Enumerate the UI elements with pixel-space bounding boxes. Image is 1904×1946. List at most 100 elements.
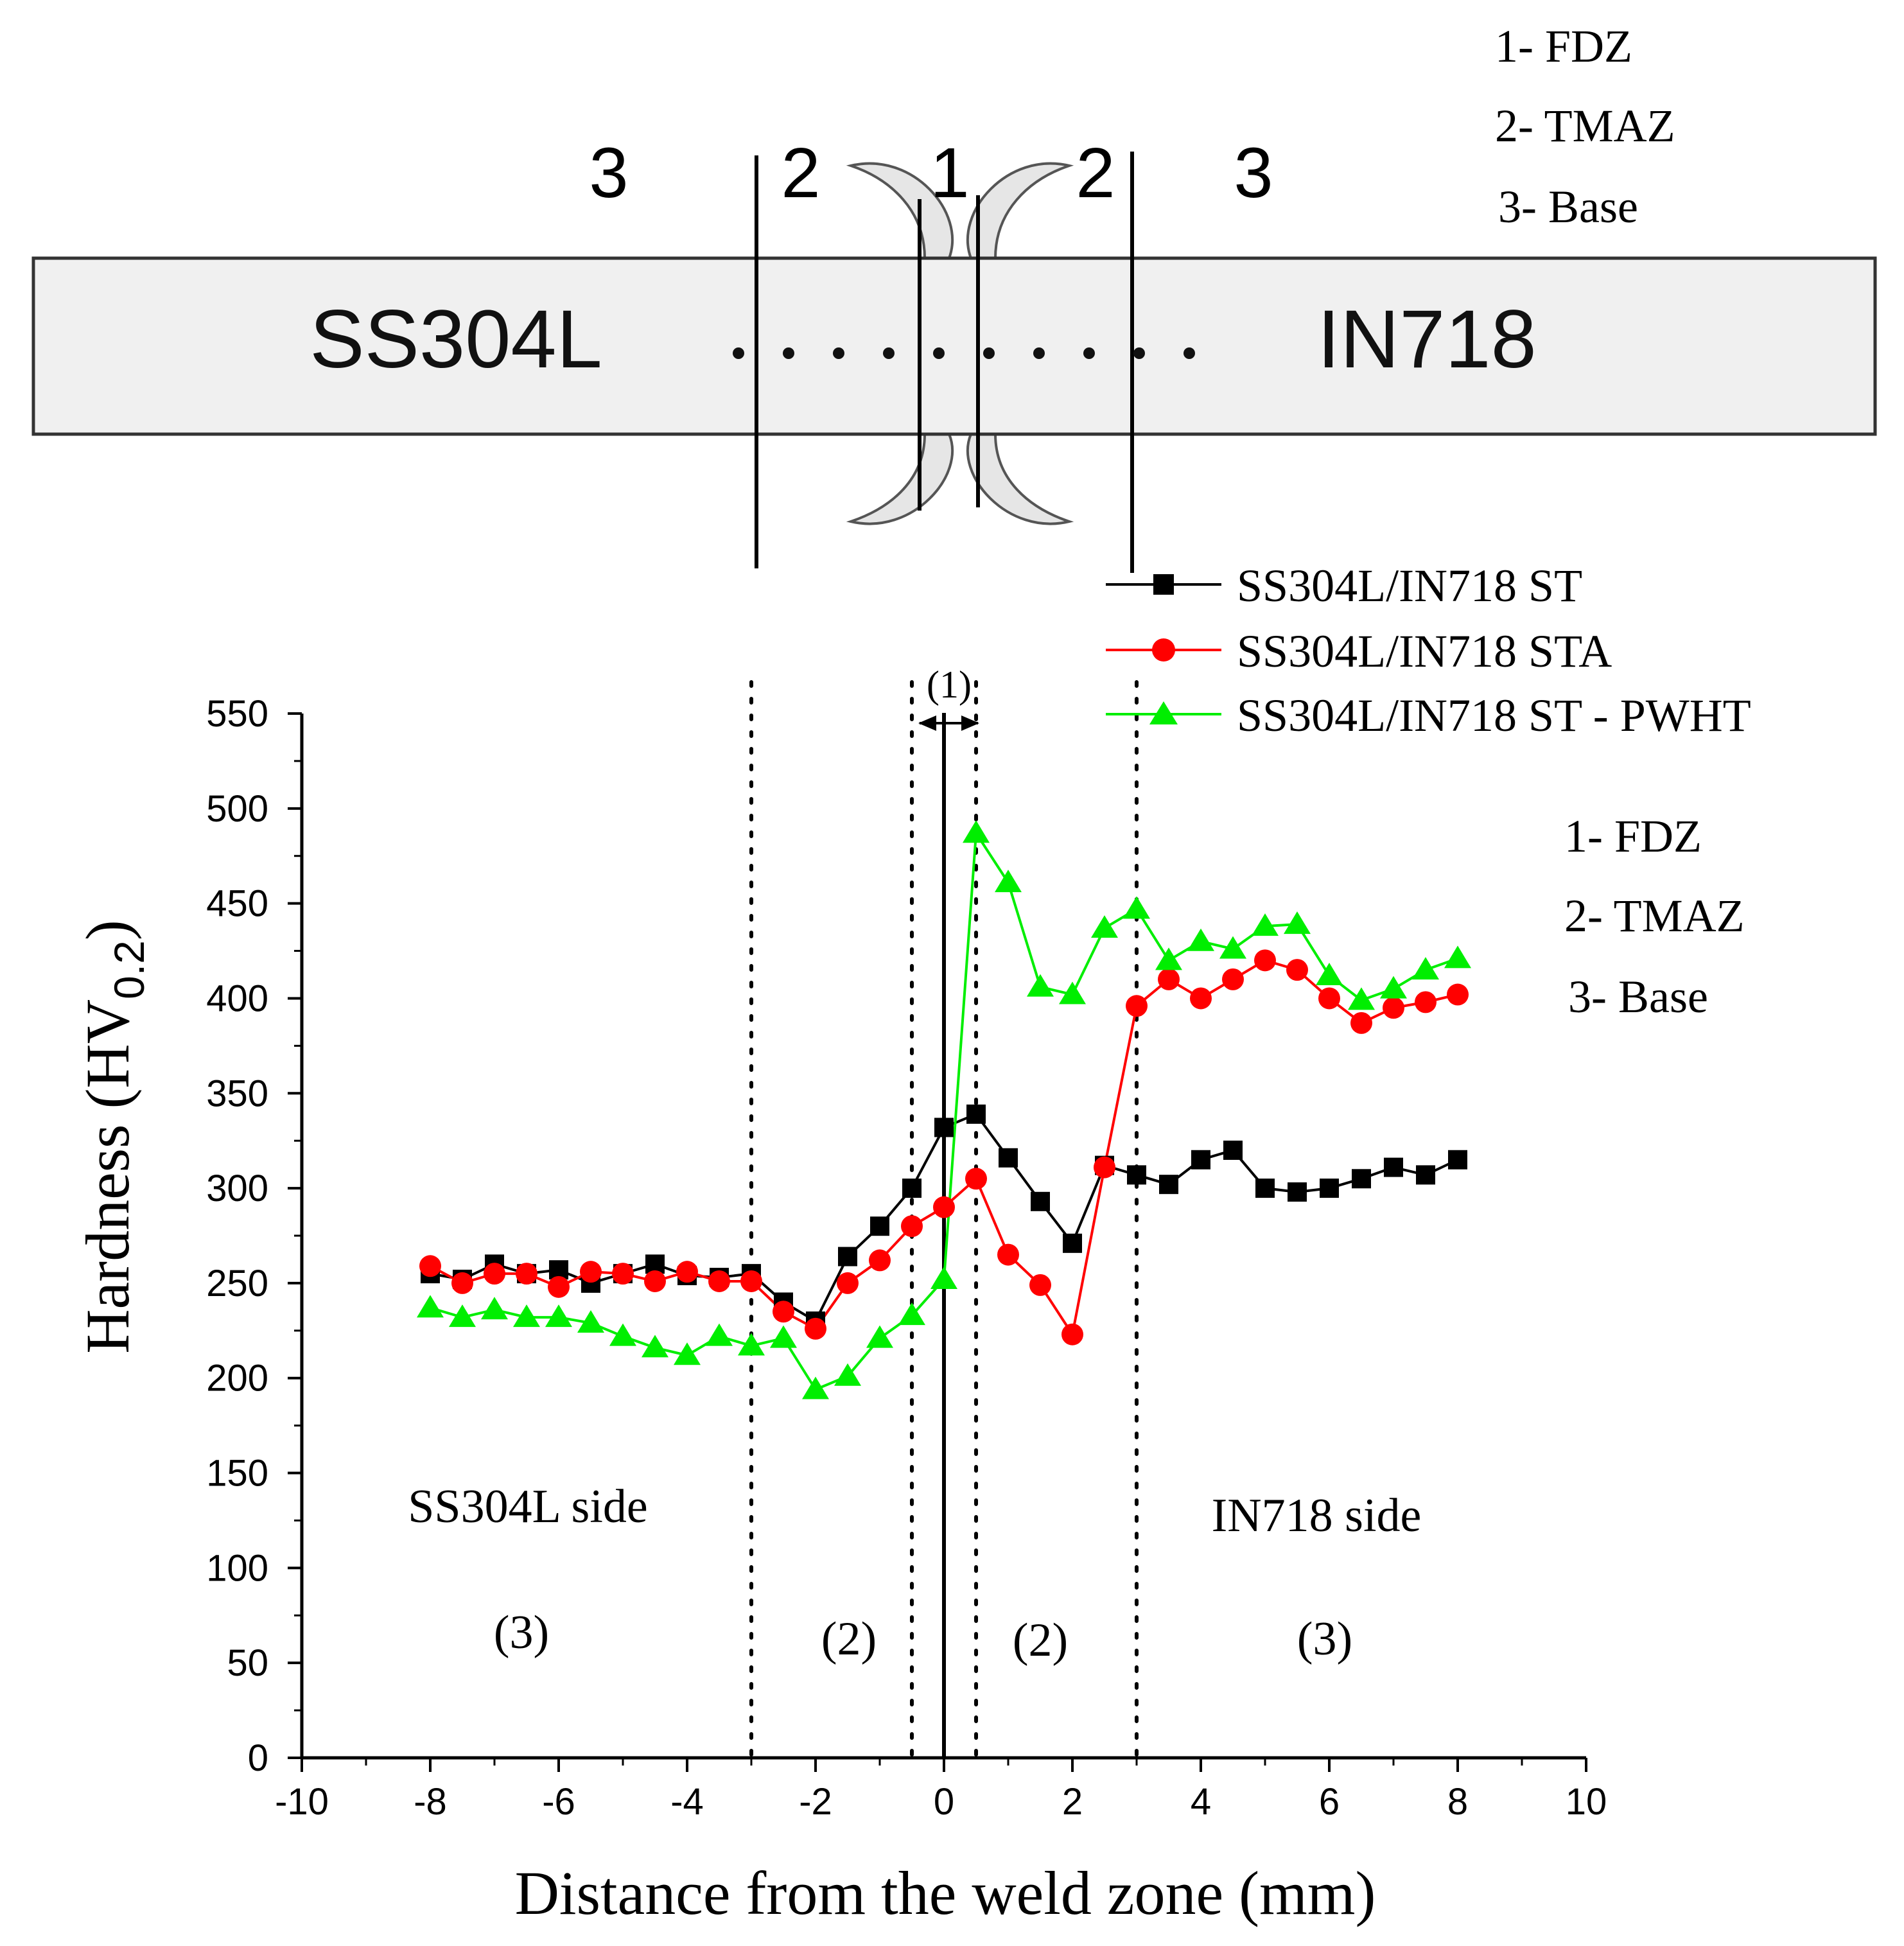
legend-marker-sta: [1152, 638, 1175, 662]
indent-point: [883, 347, 895, 359]
data-point-circle: [1447, 983, 1469, 1006]
schematic-legend-tmaz: 2- TMAZ: [1495, 100, 1675, 152]
x-tick-label: -6: [542, 1781, 575, 1823]
data-point-circle: [1158, 968, 1180, 990]
schematic-zone-number: 3: [1234, 134, 1273, 213]
y-tick-label: 200: [206, 1358, 268, 1399]
data-point-circle: [1222, 968, 1244, 990]
data-point-circle: [1190, 987, 1212, 1010]
data-point-triangle: [1219, 936, 1246, 959]
x-tick-label: 2: [1062, 1781, 1083, 1823]
data-point-triangle: [1059, 981, 1086, 1004]
data-point-circle: [612, 1263, 634, 1285]
data-point-circle: [1094, 1156, 1115, 1179]
data-point-square: [1352, 1169, 1371, 1189]
data-point-square: [902, 1179, 921, 1198]
indent-point: [783, 347, 794, 359]
data-point-triangle: [995, 870, 1022, 893]
data-point-square: [1063, 1233, 1082, 1253]
data-point-triangle: [1444, 945, 1471, 969]
data-point-circle: [901, 1215, 923, 1238]
data-point-circle: [1126, 995, 1148, 1017]
schematic-legend-fdz: 1- FDZ: [1495, 21, 1632, 72]
weld-lobe-bottom-right: [966, 433, 1074, 525]
data-point-square: [1127, 1165, 1146, 1185]
data-point-triangle: [706, 1323, 733, 1346]
y-tick-label: 0: [248, 1737, 268, 1779]
data-point-triangle: [1187, 928, 1214, 951]
data-point-circle: [1350, 1012, 1372, 1034]
data-point-triangle: [513, 1304, 540, 1328]
weld-lobe-bottom-left: [846, 433, 954, 525]
data-point-triangle: [609, 1323, 636, 1346]
data-point-circle: [708, 1270, 730, 1292]
data-point-square: [870, 1216, 889, 1236]
y-tick-label: 50: [227, 1642, 268, 1684]
data-point-triangle: [898, 1302, 925, 1326]
x-tick-label: -8: [414, 1781, 447, 1823]
data-point-triangle: [802, 1376, 829, 1399]
fdz-arrow-head-right: [961, 715, 979, 731]
data-point-circle: [1318, 987, 1340, 1010]
data-point-square: [1288, 1182, 1307, 1202]
indent-points: [733, 347, 1195, 359]
weld-lobe-top-right: [966, 162, 1074, 259]
data-point-circle: [773, 1301, 794, 1323]
data-point-triangle: [770, 1325, 797, 1348]
data-point-square: [966, 1104, 986, 1124]
data-point-circle: [933, 1196, 955, 1218]
data-point-square: [999, 1148, 1018, 1168]
region-label-base-left: (3): [494, 1606, 549, 1659]
indent-point: [833, 347, 844, 359]
data-point-triangle: [1316, 962, 1343, 985]
y-axis-title-main: Hardness (HV: [73, 999, 142, 1354]
region-label-ss304l-side: SS304L side: [408, 1480, 647, 1533]
data-point-circle: [516, 1263, 537, 1285]
indent-point: [933, 347, 945, 359]
y-tick-label: 350: [206, 1073, 268, 1114]
data-point-square: [1416, 1165, 1435, 1185]
region-label-base-right: (3): [1297, 1613, 1352, 1665]
data-point-circle: [965, 1168, 987, 1190]
data-point-circle: [1383, 997, 1404, 1019]
legend-marker-st: [1153, 574, 1174, 595]
x-tick-label: -2: [799, 1781, 832, 1823]
data-point-triangle: [1123, 896, 1150, 919]
y-tick-label: 300: [206, 1168, 268, 1209]
x-axis-title: Distance from the weld zone (mm): [515, 1859, 1376, 1927]
weld-plate: [31, 256, 1877, 436]
data-point-triangle: [1284, 911, 1311, 934]
data-point-square: [1448, 1150, 1467, 1170]
data-point-triangle: [545, 1304, 572, 1328]
region-label-tmaz-right: (2): [1013, 1614, 1068, 1667]
y-axis-title-close: ): [73, 920, 142, 940]
data-point-square: [1223, 1140, 1243, 1160]
region-label-tmaz-left: (2): [821, 1613, 877, 1665]
data-point-square: [1384, 1157, 1403, 1177]
indent-point: [983, 347, 995, 359]
y-tick-label: 400: [206, 977, 268, 1019]
data-point-triangle: [866, 1325, 893, 1348]
data-point-circle: [419, 1255, 441, 1277]
series-markers: [417, 820, 1471, 1399]
x-tick-label: 6: [1319, 1781, 1340, 1823]
y-tick-label: 250: [206, 1263, 268, 1304]
data-point-circle: [1254, 949, 1276, 972]
schematic-left-material: SS304L: [310, 294, 602, 385]
data-point-triangle: [481, 1297, 508, 1320]
data-point-triangle: [449, 1304, 476, 1328]
y-tick-label: 450: [206, 883, 268, 925]
data-point-triangle: [834, 1363, 861, 1386]
data-point-circle: [580, 1261, 602, 1283]
zone-divider-lines: [749, 680, 1139, 1760]
data-point-triangle: [963, 820, 990, 843]
data-point-triangle: [1380, 976, 1407, 999]
chart-zone-legend-tmaz: 2- TMAZ: [1564, 890, 1745, 942]
x-tick-label: 10: [1566, 1781, 1607, 1823]
legend-label-sta: SS304L/IN718 STA: [1237, 626, 1612, 677]
data-point-circle: [1286, 959, 1308, 981]
legend-label-pwht: SS304L/IN718 ST - PWHT: [1237, 690, 1751, 741]
schematic-zone-number: 1: [930, 134, 969, 213]
